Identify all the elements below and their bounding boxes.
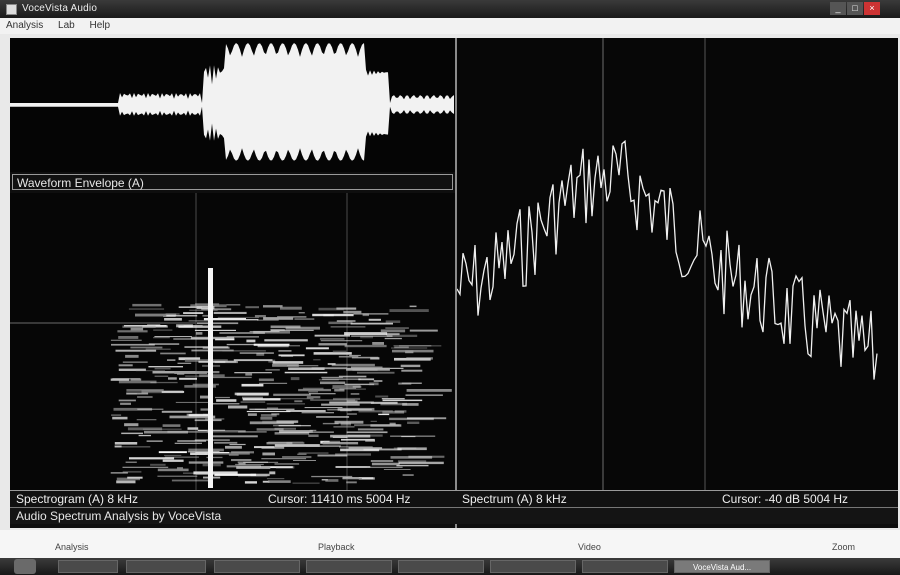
control-strip: Analysis Playback Video Zoom [0,530,900,558]
spectrogram-status: Spectrogram (A) 8 kHz [16,492,139,506]
start-button[interactable] [14,559,36,574]
spectrogram-pane[interactable] [10,193,455,490]
menu-bar: Analysis Lab Help [0,18,900,34]
menu-analysis[interactable]: Analysis [6,20,44,31]
waveform-envelope-label: Waveform Envelope (A) [12,174,453,190]
waveform-envelope-pane[interactable] [10,38,455,172]
taskbar-item[interactable] [398,560,484,573]
maximize-button[interactable]: □ [847,2,863,15]
taskbar-item[interactable] [58,560,118,573]
playback-control[interactable]: Playback [318,542,355,552]
menu-help[interactable]: Help [89,20,111,31]
taskbar-item[interactable] [126,560,206,573]
spectrum-pane[interactable] [457,38,898,490]
window-controls: _ □ × [830,2,880,15]
spectrogram-cursor-readout: Cursor: 11410 ms 5004 Hz [268,492,411,506]
close-button[interactable]: × [864,2,880,15]
taskbar-item-voicevista[interactable]: VoceVista Aud... [674,560,770,573]
pane-status-bar: Spectrogram (A) 8 kHz Cursor: 11410 ms 5… [10,490,898,508]
taskbar-item[interactable] [306,560,392,573]
zoom-control[interactable]: Zoom [832,542,856,552]
title-bar: VoceVista Audio _ □ × [0,0,900,18]
app-status-bar: Audio Spectrum Analysis by VoceVista [10,507,898,524]
menu-lab[interactable]: Lab [58,20,75,31]
pane-divider[interactable] [455,38,457,528]
taskbar-item[interactable] [214,560,300,573]
spectrum-status: Spectrum (A) 8 kHz [462,492,567,506]
analysis-area: Waveform Envelope (A) [10,38,898,528]
spectrum-cursor-readout: Cursor: -40 dB 5004 Hz [722,492,849,506]
taskbar-item[interactable] [490,560,576,573]
minimize-button[interactable]: _ [830,2,846,15]
video-control[interactable]: Video [578,542,601,552]
taskbar-item[interactable] [582,560,668,573]
app-icon [6,4,17,15]
analysis-control[interactable]: Analysis [55,542,89,552]
taskbar: VoceVista Aud... [0,558,900,575]
window-title: VoceVista Audio [22,3,98,14]
